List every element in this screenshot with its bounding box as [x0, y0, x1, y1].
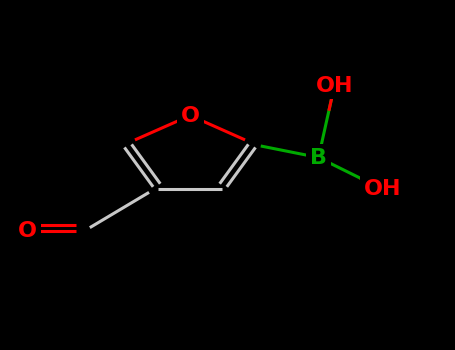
Text: O: O — [18, 221, 37, 241]
Text: OH: OH — [364, 179, 401, 199]
Text: B: B — [310, 147, 327, 168]
Text: O: O — [181, 105, 200, 126]
Text: OH: OH — [316, 76, 353, 96]
